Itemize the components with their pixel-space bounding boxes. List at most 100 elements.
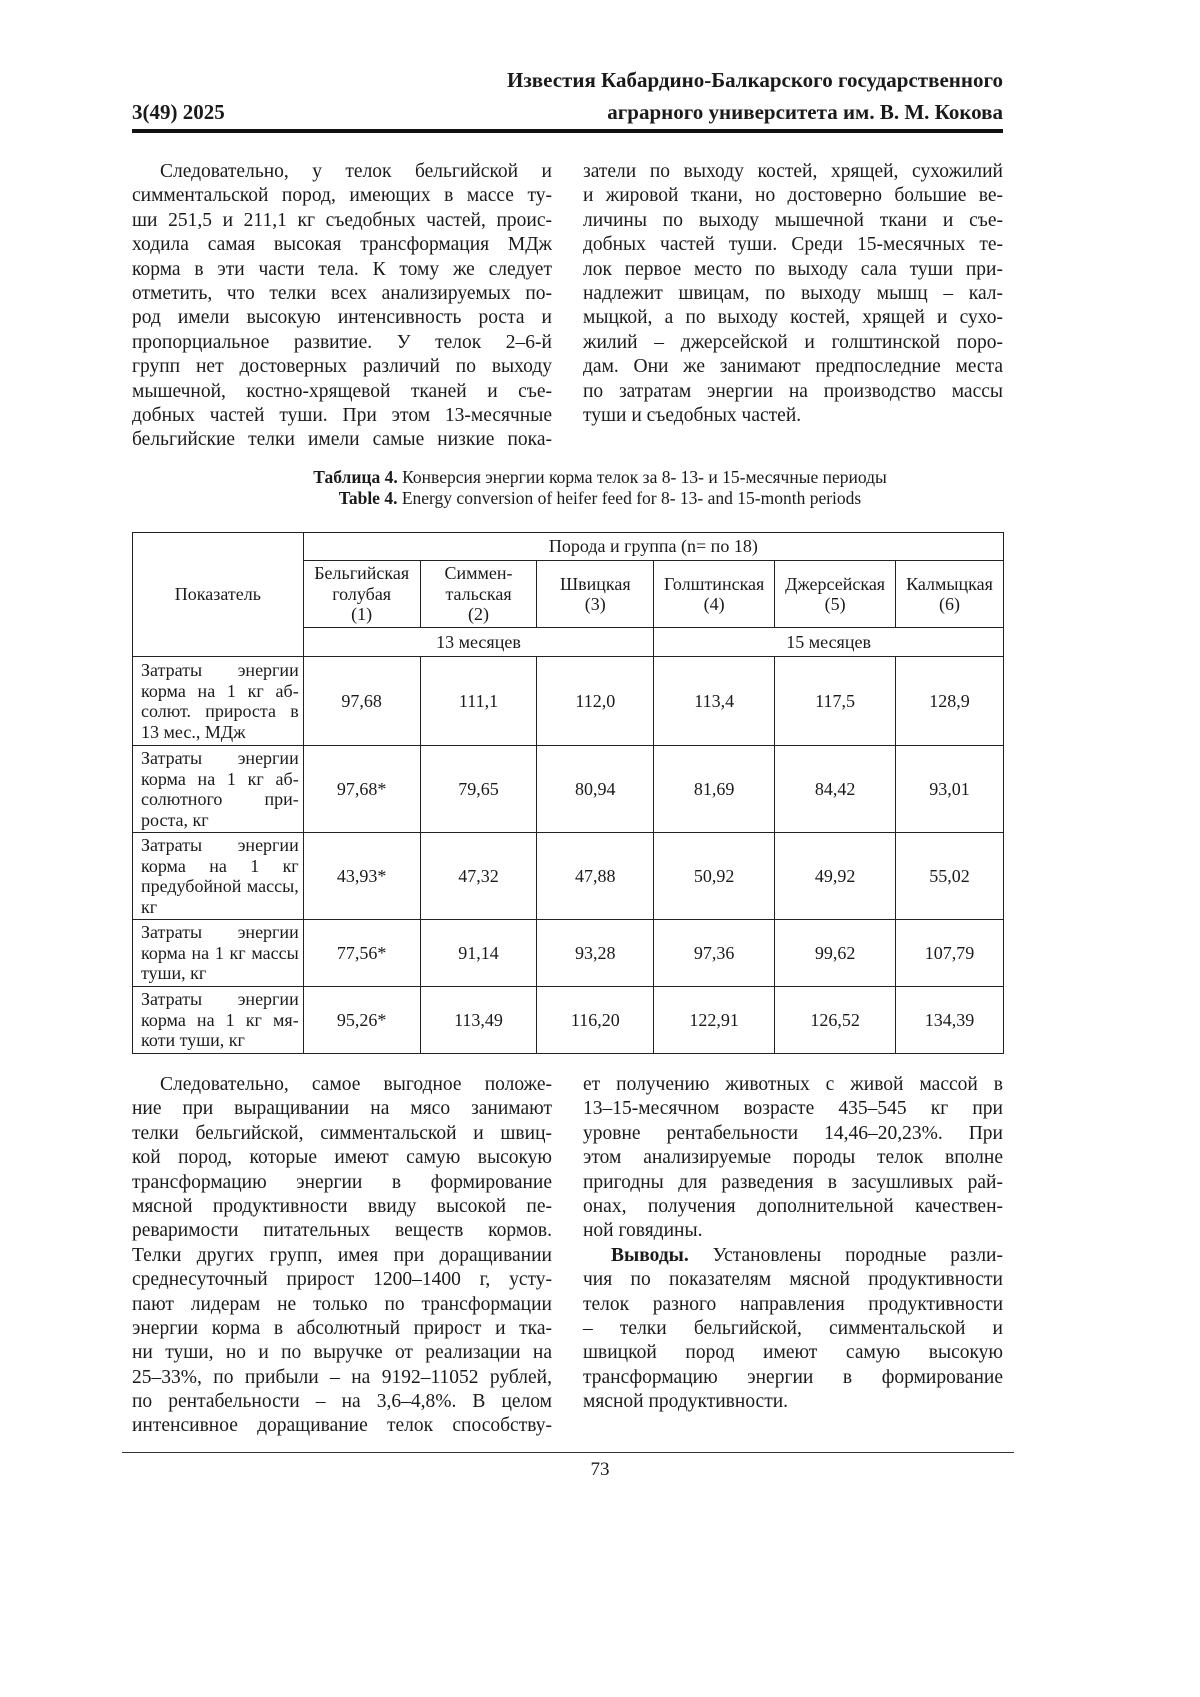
table-cell: 47,32 xyxy=(419,832,538,920)
table-row: Затраты энергии корма на 1 кг аб-солют. … xyxy=(132,656,1004,746)
text-line: род имели высокую интенсивность роста и xyxy=(132,307,552,329)
breed-header-line: (3) xyxy=(584,594,606,614)
table-cell: 113,4 xyxy=(653,656,776,746)
text-line: уровне рентабельности 14,46–20,23%. При xyxy=(583,1122,1003,1144)
indicator-header: Показатель xyxy=(132,532,304,657)
text-line: затели по выходу костей, хрящей, сухожил… xyxy=(583,161,1003,182)
text-column-bottom-left: Следовательно, самое выгодное положе-ние… xyxy=(132,1073,552,1439)
row-label: Затраты энергии корма на 1 кг мя-коти ту… xyxy=(132,986,304,1054)
breed-header-line: Симмен- xyxy=(444,563,513,584)
text-line: ходила самая высокая трансформация МДж xyxy=(132,234,552,256)
breed-header-line: (4) xyxy=(703,594,725,614)
row-label: Затраты энергии корма на 1 кг предубойно… xyxy=(132,832,304,920)
breed-header-line: Калмыцкая xyxy=(906,573,993,594)
text-line: мышечной, костно-хрящевой тканей и съе- xyxy=(132,380,552,402)
header-rule xyxy=(132,129,1003,133)
table-cell: 84,42 xyxy=(774,745,897,833)
text-line: трансформацию энергии в формирование xyxy=(583,1366,1003,1388)
text-line: добных частей туши. Среди 15-месячных те… xyxy=(583,234,1003,256)
breed-header-line: Бельгийская xyxy=(314,563,410,584)
page-number: 73 xyxy=(590,1459,610,1480)
bold-lead: Выводы. xyxy=(611,1244,689,1266)
text-line: телок разного направления продуктивности xyxy=(583,1293,1003,1315)
text-line: и жировой ткани, но достоверно большие в… xyxy=(583,185,1003,207)
caption-text: Конверсия энергии корма телок за 8- 13- … xyxy=(397,467,887,487)
text-line: жилий – джерсейской и голштинской поро- xyxy=(583,331,1003,353)
table-cell: 117,5 xyxy=(774,656,897,746)
table-cell: 95,26* xyxy=(302,986,421,1054)
table-row: Затраты энергии корма на 1 кг массы туши… xyxy=(132,919,1004,987)
table-caption-en: Table 4. Energy conversion of heifer fee… xyxy=(0,488,1200,509)
breed-header: Джерсейская (5) xyxy=(774,560,897,628)
table-cell: 93,01 xyxy=(895,745,1004,833)
table-cell: 113,49 xyxy=(419,986,538,1054)
data-table: Показатель Порода и группа (n= по 18) Бе… xyxy=(132,532,1005,1054)
text-column-top-left: Следовательно, у телок бельгийской и симм… xyxy=(132,160,552,453)
text-line: чия по показателям мясной продуктивности xyxy=(583,1269,1003,1291)
text-line: пропорциальное развитие. У телок 2–6-й xyxy=(132,331,552,353)
table-cell: 79,65 xyxy=(419,745,538,833)
period-13-header: 13 месяцев xyxy=(302,627,655,657)
table-cell: 107,79 xyxy=(895,919,1004,987)
breed-header: Швицкая (3) xyxy=(536,560,655,628)
breed-header-line: (2) xyxy=(468,604,490,625)
text-line: ет получению животных с живой массой в xyxy=(583,1074,1003,1095)
text-line: швицкой пород имеют самую высокую xyxy=(583,1342,1003,1364)
table-cell: 112,0 xyxy=(536,656,655,746)
period-15-header: 15 месяцев xyxy=(653,627,1004,657)
breed-header: Симмен-тальская (2) xyxy=(419,560,538,628)
table-cell: 97,68* xyxy=(302,745,421,833)
table-row: Затраты энергии корма на 1 кг аб-солютно… xyxy=(132,745,1004,833)
breed-header: Бельгийская голубая (1) xyxy=(302,560,421,628)
group-header: Порода и группа (n= по 18) xyxy=(302,532,1005,561)
row-label: Затраты энергии корма на 1 кг аб-солют. … xyxy=(132,656,304,746)
text-line: среднесуточный прирост 1200–1400 г, усту… xyxy=(132,1269,552,1291)
text-line: ние при выращивании на мясо занимают xyxy=(132,1098,552,1120)
table-cell: 134,39 xyxy=(895,986,1004,1054)
text-line: по затратам энергии на производство масс… xyxy=(583,380,1003,402)
text-line: мясной продуктивности. xyxy=(583,1391,789,1413)
text-line: Телки других групп, имея при доращивании xyxy=(132,1244,552,1266)
table-cell: 111,1 xyxy=(419,656,538,746)
text-line: энергии корма в абсолютный прирост и тка… xyxy=(132,1317,552,1339)
journal-title-line2: аграрного университета им. В. М. Кокова xyxy=(607,100,1003,124)
table-cell: 80,94 xyxy=(536,745,655,833)
table-caption-ru: Таблица 4. Конверсия энергии корма телок… xyxy=(0,467,1200,488)
breed-header-line: (6) xyxy=(939,594,961,614)
breed-header-line: Джерсейская xyxy=(785,573,886,594)
row-label: Затраты энергии корма на 1 кг аб-солютно… xyxy=(132,745,304,833)
text-line: ной говядины. xyxy=(583,1220,703,1242)
text-line: этом анализируемые породы телок вполне xyxy=(583,1147,1003,1169)
text-line: групп нет достоверных различий по выходу xyxy=(132,356,552,378)
footer-rule xyxy=(122,1452,1014,1453)
text-line: ши 251,5 и 211,1 кг съедобных частей, пр… xyxy=(132,209,552,231)
text-line: личины по выходу мышечной ткани и съе- xyxy=(583,209,1003,231)
table-cell: 91,14 xyxy=(419,919,538,987)
breed-header: Голштинская (4) xyxy=(653,560,776,628)
breed-header: Калмыцкая (6) xyxy=(895,560,1004,628)
text-line: мясной продуктивности ввиду высокой пе- xyxy=(132,1195,552,1217)
text-line: дам. Они же занимают предпоследние места xyxy=(583,356,1003,378)
row-label: Затраты энергии корма на 1 кг массы туши… xyxy=(132,919,304,987)
text-column-bottom-right: ет получению животных с живой массой в 13… xyxy=(583,1073,1003,1414)
text-line: пают лидерам не только по трансформации xyxy=(132,1293,552,1315)
text-line: надлежит швицам, по выходу мышц – кал- xyxy=(583,282,1003,304)
table-cell: 49,92 xyxy=(774,832,897,920)
table-cell: 81,69 xyxy=(653,745,776,833)
caption-text: Energy conversion of heifer feed for 8- … xyxy=(397,488,862,508)
table-row: Затраты энергии корма на 1 кг мя-коти ту… xyxy=(132,986,1004,1054)
text-line: Выводы. Установлены породные разли- xyxy=(583,1244,1003,1268)
table-cell: 97,36 xyxy=(653,919,776,987)
text-line: реваримости питательных веществ кормов. xyxy=(132,1220,552,1242)
table-cell: 93,28 xyxy=(536,919,655,987)
table-cell: 43,93* xyxy=(302,832,421,920)
table-cell: 55,02 xyxy=(895,832,1004,920)
table-cell: 126,52 xyxy=(774,986,897,1054)
table-cell: 128,9 xyxy=(895,656,1004,746)
breed-header-line: (5) xyxy=(824,594,846,614)
breed-header-line: голубая xyxy=(332,583,392,604)
table-cell: 77,56* xyxy=(302,919,421,987)
text-line: бельгийские телки имели самые низкие пок… xyxy=(132,429,552,451)
text-column-top-right: затели по выходу костей, хрящей, сухожил… xyxy=(583,160,1003,428)
text-line: добных частей туши. При этом 13-месячные xyxy=(132,404,552,426)
